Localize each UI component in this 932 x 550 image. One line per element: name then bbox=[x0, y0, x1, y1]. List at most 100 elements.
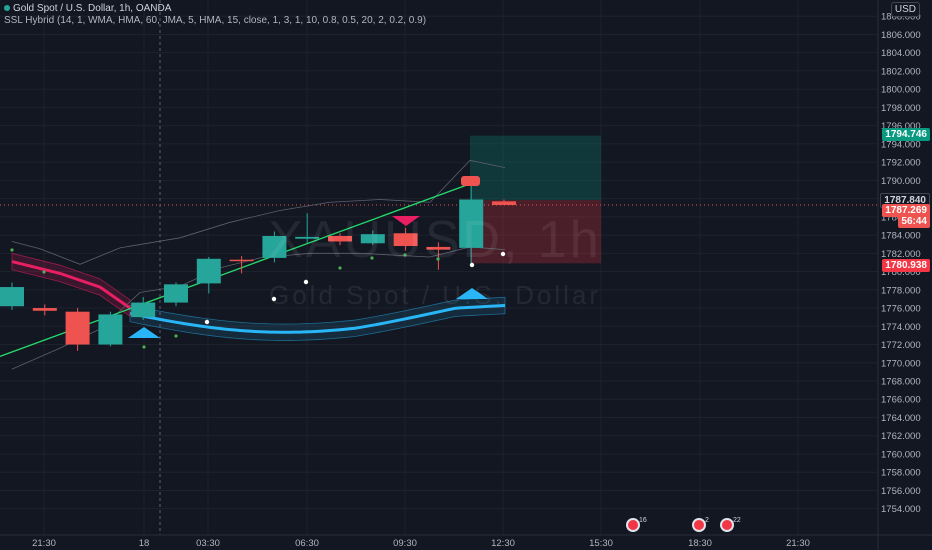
time-tick-label: 12:30 bbox=[491, 538, 515, 549]
price-axis: 1808.000 1806.000 1804.000 1802.000 1800.000… bbox=[877, 0, 921, 550]
price-tick-label: 1778.000 bbox=[881, 285, 921, 296]
candle bbox=[32, 304, 57, 316]
lower-envelope bbox=[11, 246, 506, 370]
price-tick-label: 1764.000 bbox=[881, 413, 921, 424]
price-tick-label: 1756.000 bbox=[881, 486, 921, 497]
signal-dot-icon bbox=[174, 334, 178, 338]
candle-body bbox=[492, 201, 516, 205]
price-tick-label: 1782.000 bbox=[881, 249, 921, 260]
stop-loss-label: 1780.938 bbox=[882, 259, 930, 272]
candle-body bbox=[295, 236, 320, 239]
upper-envelope bbox=[11, 159, 506, 265]
sell-signal-icon bbox=[392, 216, 420, 226]
exit-dot-icon bbox=[500, 251, 506, 257]
chart-grid bbox=[0, 0, 878, 535]
candle bbox=[98, 311, 123, 347]
signal-dot-icon bbox=[42, 270, 46, 274]
candle bbox=[65, 308, 90, 351]
bar-countdown-label: 56:44 bbox=[898, 215, 930, 228]
price-tick-label: 1806.000 bbox=[881, 30, 921, 41]
candle bbox=[164, 282, 188, 307]
price-tick-label: 1796.000 bbox=[881, 121, 921, 132]
candle-body bbox=[131, 302, 156, 318]
baseline-channel bbox=[129, 296, 506, 341]
candle bbox=[229, 256, 254, 274]
economic-event-icon[interactable] bbox=[692, 518, 706, 532]
economic-event-icon[interactable] bbox=[626, 518, 640, 532]
currency-button[interactable]: USD bbox=[890, 2, 920, 17]
price-tick-label: 1792.000 bbox=[881, 158, 921, 169]
take-profit-label: 1794.746 bbox=[882, 128, 930, 141]
candle-body bbox=[65, 311, 90, 345]
price-tick-label: 1770.000 bbox=[881, 358, 921, 369]
candle-body bbox=[393, 233, 418, 247]
take-profit-zone bbox=[470, 135, 601, 201]
price-tick-label: 1776.000 bbox=[881, 304, 921, 315]
candle-body bbox=[32, 308, 57, 311]
price-tick-label: 1804.000 bbox=[881, 48, 921, 59]
candle bbox=[295, 213, 320, 244]
time-tick-label: 15:30 bbox=[589, 538, 613, 549]
price-tick-label: 1758.000 bbox=[881, 468, 921, 479]
time-tick-label: 09:30 bbox=[393, 538, 417, 549]
time-tick-label: 03:30 bbox=[196, 538, 220, 549]
signal-dot-icon bbox=[403, 253, 407, 257]
symbol-legend-text: Gold Spot / U.S. Dollar, 1h, OANDA bbox=[13, 3, 172, 14]
symbol-legend[interactable]: Gold Spot / U.S. Dollar, 1h, OANDA bbox=[4, 3, 171, 14]
candle-body bbox=[328, 235, 352, 242]
ssl-hybrid-bands bbox=[0, 159, 506, 370]
candle bbox=[262, 231, 287, 263]
price-tick-label: 1784.000 bbox=[881, 231, 921, 242]
candle bbox=[0, 282, 24, 310]
signal-dot-icon bbox=[338, 266, 342, 270]
indicator-legend-text: SSL Hybrid (14, 1, WMA, HMA, 60, JMA, 5,… bbox=[4, 15, 427, 26]
signal-dot-icon bbox=[436, 257, 440, 261]
time-tick-label: 18 bbox=[139, 538, 150, 549]
last-price-label: 1787.269 bbox=[882, 204, 930, 217]
bearish-channel bbox=[11, 252, 131, 318]
candle-body bbox=[164, 284, 188, 303]
time-tick-label: 21:30 bbox=[786, 538, 810, 549]
candle-body bbox=[229, 259, 254, 262]
candle-body bbox=[0, 287, 24, 307]
candle bbox=[131, 297, 156, 320]
buy-signal-icon bbox=[128, 327, 160, 338]
price-tick-label: 1808.000 bbox=[881, 12, 921, 23]
exit-dot-icon bbox=[271, 296, 277, 302]
candle bbox=[492, 199, 516, 205]
signal-dot-icon bbox=[142, 345, 146, 349]
price-tick-label: 1800.000 bbox=[881, 85, 921, 96]
price-tick-label: 1760.000 bbox=[881, 449, 921, 460]
time-tick-label: 21:30 bbox=[32, 538, 56, 549]
exit-dot-icon bbox=[204, 319, 210, 325]
bearish-baseline-line bbox=[11, 260, 131, 310]
time-tick-label: 18:30 bbox=[688, 538, 712, 549]
candle-body bbox=[426, 246, 451, 250]
signal-dot-icon bbox=[10, 248, 14, 252]
time-tick-label: 06:30 bbox=[295, 538, 319, 549]
candle bbox=[196, 256, 221, 294]
indicator-legend[interactable]: SSL Hybrid (14, 1, WMA, HMA, 60, JMA, 5,… bbox=[4, 15, 426, 26]
candle bbox=[426, 242, 451, 270]
price-tick-label: 1790.000 bbox=[881, 176, 921, 187]
candle-body bbox=[459, 199, 484, 248]
candle-body bbox=[262, 235, 287, 258]
candlestick-series bbox=[0, 177, 516, 351]
candle-body bbox=[98, 314, 123, 345]
chart-overlay bbox=[10, 176, 506, 349]
price-tick-label: 1798.000 bbox=[881, 103, 921, 114]
economic-event-icon[interactable] bbox=[720, 518, 734, 532]
price-tick-label: 1754.000 bbox=[881, 504, 921, 515]
price-tick-label: 1766.000 bbox=[881, 395, 921, 406]
candle-body bbox=[196, 258, 221, 284]
candle bbox=[360, 230, 385, 246]
candle bbox=[459, 177, 484, 267]
candle bbox=[393, 227, 418, 251]
exit-dot-icon bbox=[303, 279, 309, 285]
price-tick-label: 1774.000 bbox=[881, 322, 921, 333]
alert-marker-icon bbox=[461, 176, 480, 186]
price-tick-label: 1768.000 bbox=[881, 377, 921, 388]
price-tick-label: 1762.000 bbox=[881, 431, 921, 442]
stop-loss-zone bbox=[470, 200, 601, 264]
